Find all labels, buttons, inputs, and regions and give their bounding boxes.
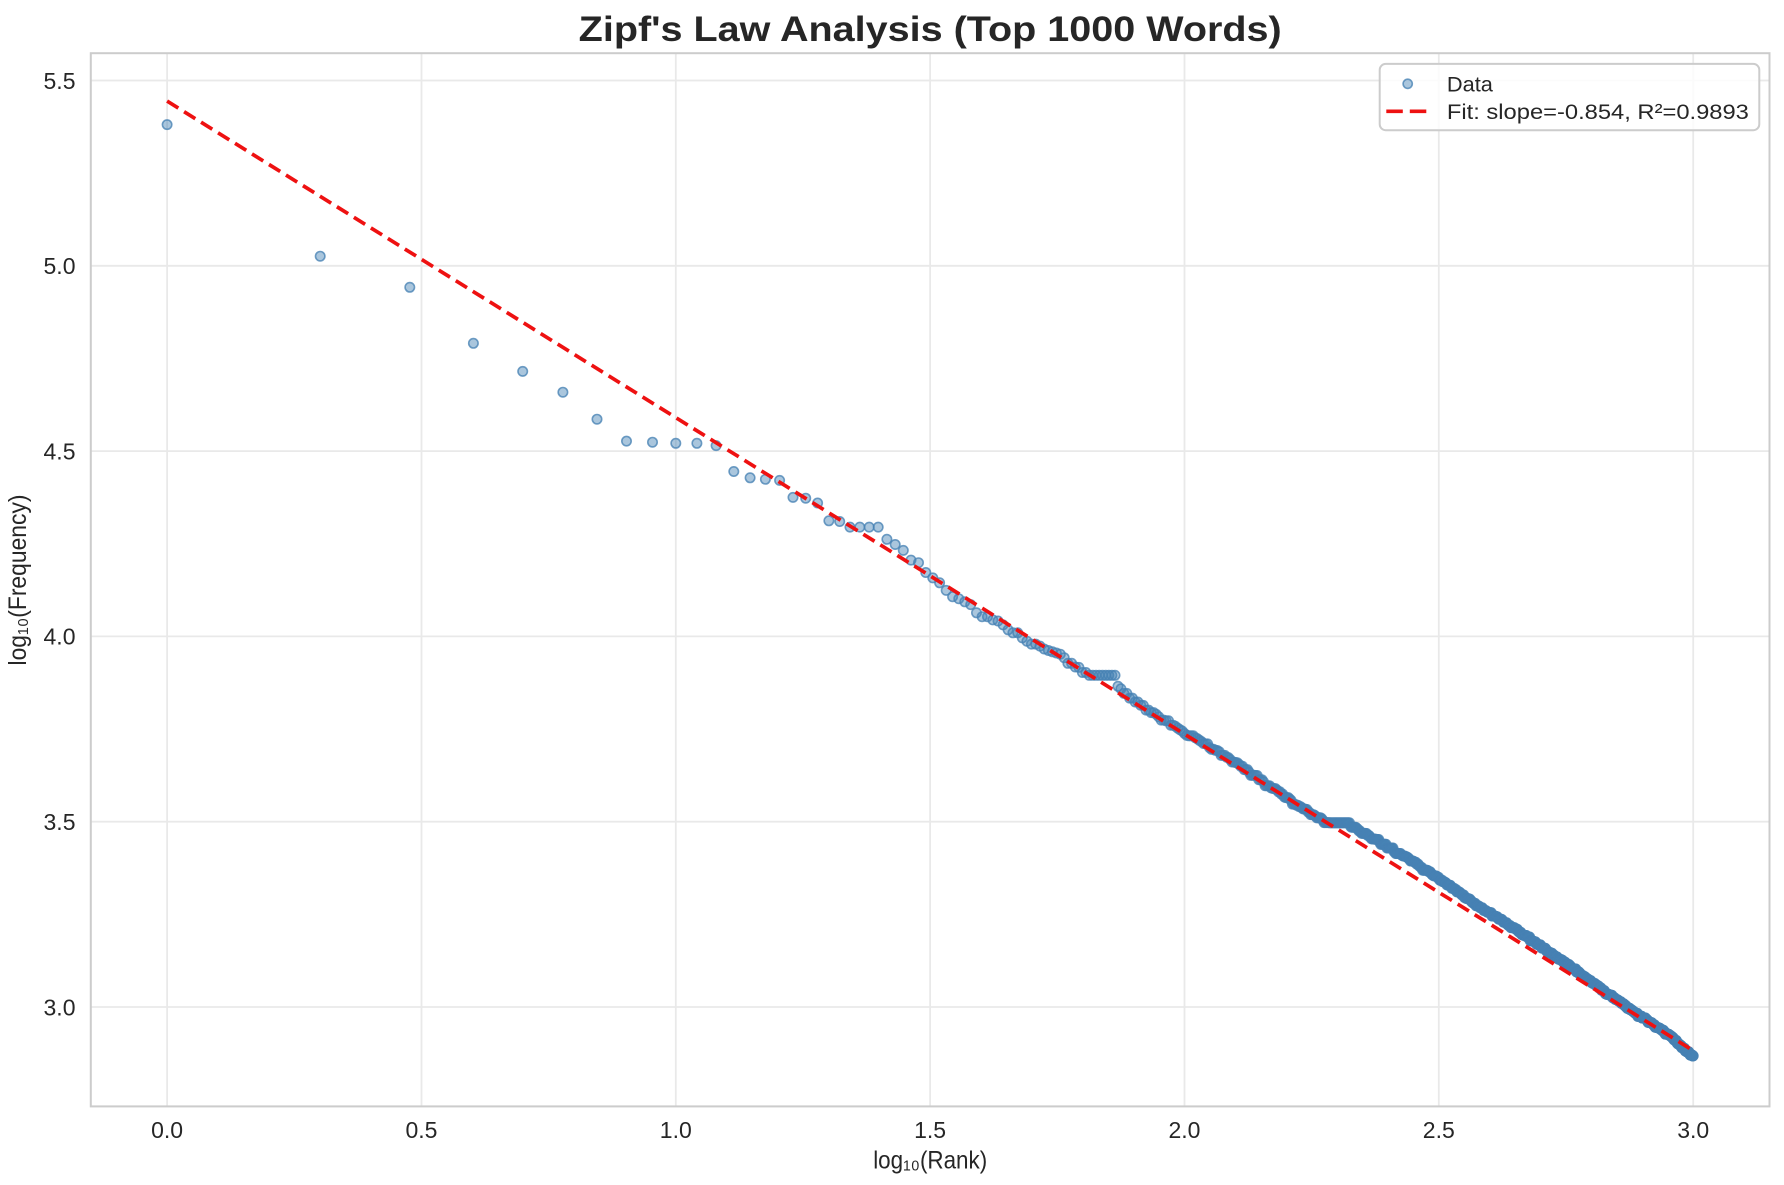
svg-text:0.0: 0.0 <box>151 1117 183 1143</box>
svg-text:3.5: 3.5 <box>44 809 76 835</box>
svg-text:log₁₀(Rank): log₁₀(Rank) <box>873 1147 987 1175</box>
svg-text:0.5: 0.5 <box>406 1117 438 1143</box>
svg-text:1.0: 1.0 <box>660 1117 692 1143</box>
svg-text:Zipf's Law Analysis (Top 1000: Zipf's Law Analysis (Top 1000 Words) <box>579 9 1282 49</box>
svg-text:4.5: 4.5 <box>44 438 76 464</box>
svg-text:4.0: 4.0 <box>44 624 76 650</box>
svg-text:Fit: slope=-0.854, R²=0.9893: Fit: slope=-0.854, R²=0.9893 <box>1447 100 1749 124</box>
svg-text:log₁₀(Frequency): log₁₀(Frequency) <box>4 495 32 666</box>
svg-text:5.5: 5.5 <box>44 68 76 94</box>
svg-text:2.0: 2.0 <box>1169 1117 1201 1143</box>
svg-text:1.5: 1.5 <box>914 1117 946 1143</box>
svg-text:2.5: 2.5 <box>1423 1117 1455 1143</box>
svg-text:Data: Data <box>1447 73 1493 97</box>
svg-text:3.0: 3.0 <box>1677 1117 1709 1143</box>
svg-text:3.0: 3.0 <box>44 994 76 1020</box>
svg-text:5.0: 5.0 <box>44 253 76 279</box>
